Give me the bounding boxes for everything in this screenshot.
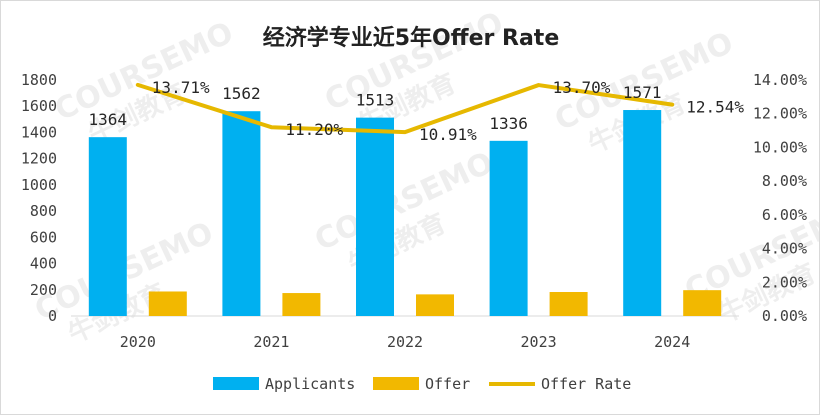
bar-applicants-2020 — [88, 137, 127, 316]
x-axis: 2020 2021 2022 2023 2024 — [120, 333, 691, 351]
legend-label: Offer Rate — [541, 375, 631, 393]
legend-label: Applicants — [265, 375, 355, 393]
legend: Applicants Offer Offer Rate — [213, 375, 631, 393]
x-tick-label: 2022 — [387, 333, 423, 351]
offer-rate-data-label: 10.91% — [419, 125, 477, 144]
right-tick-label: 0.00% — [762, 307, 807, 325]
left-axis: 0 200 400 600 800 1000 1200 1400 1600 1800 — [21, 71, 57, 325]
x-tick-label: 2021 — [253, 333, 289, 351]
right-tick-label: 4.00% — [762, 240, 807, 258]
offer-rate-point-2024 — [670, 103, 674, 107]
bar-applicants-2023 — [489, 140, 528, 316]
right-tick-label: 14.00% — [753, 71, 807, 89]
bar-offer-2020 — [148, 291, 187, 316]
applicants-data-label: 1562 — [222, 84, 261, 103]
legend-swatch-applicants — [213, 377, 259, 390]
left-tick-label: 600 — [30, 228, 57, 246]
offer-rate-point-2021 — [269, 125, 273, 129]
left-tick-label: 1000 — [21, 176, 57, 194]
left-tick-label: 400 — [30, 255, 57, 273]
offer-rate-point-2022 — [403, 130, 407, 134]
data-labels: 1364 1562 1513 1336 1571 13.71% 11.20% 10.91% 13… — [89, 78, 745, 144]
line-series — [135, 82, 675, 135]
offer-rate-data-label: 13.71% — [152, 78, 210, 97]
right-tick-label: 6.00% — [762, 206, 807, 224]
offer-rate-point-2023 — [537, 83, 541, 87]
right-tick-label: 8.00% — [762, 172, 807, 190]
bar-offer-2023 — [549, 292, 588, 316]
applicants-data-label: 1364 — [89, 110, 128, 129]
right-tick-label: 10.00% — [753, 138, 807, 156]
left-tick-label: 1600 — [21, 97, 57, 115]
offer-rate-data-label: 11.20% — [285, 120, 343, 139]
applicants-data-label: 1336 — [489, 114, 528, 133]
left-tick-label: 1400 — [21, 123, 57, 141]
left-tick-label: 1800 — [21, 71, 57, 89]
left-tick-label: 800 — [30, 202, 57, 220]
right-tick-label: 2.00% — [762, 273, 807, 291]
bar-offer-2024 — [683, 290, 722, 316]
right-axis: 0.00% 2.00% 4.00% 6.00% 8.00% 10.00% 12.00% 14.… — [753, 71, 807, 325]
bar-offer-2022 — [416, 294, 454, 316]
bar-applicants-2024 — [623, 110, 662, 316]
left-tick-label: 0 — [48, 307, 57, 325]
right-tick-label: 12.00% — [753, 105, 807, 123]
applicants-data-label: 1513 — [356, 91, 395, 110]
legend-swatch-offer — [373, 377, 419, 390]
left-tick-label: 1200 — [21, 150, 57, 168]
bar-applicants-2021 — [222, 111, 261, 317]
x-tick-label: 2024 — [654, 333, 690, 351]
bar-offer-2021 — [282, 293, 321, 316]
bar-series — [88, 110, 722, 317]
offer-rate-point-2020 — [136, 83, 140, 87]
bar-applicants-2022 — [356, 117, 394, 316]
left-tick-label: 200 — [30, 281, 57, 299]
legend-label: Offer — [425, 375, 470, 393]
x-tick-label: 2023 — [521, 333, 557, 351]
chart-title: 经济学专业近5年Offer Rate — [263, 25, 560, 51]
x-tick-label: 2020 — [120, 333, 156, 351]
offer-rate-data-label: 12.54% — [686, 98, 744, 117]
offer-rate-data-label: 13.70% — [553, 78, 611, 97]
applicants-data-label: 1571 — [623, 83, 662, 102]
